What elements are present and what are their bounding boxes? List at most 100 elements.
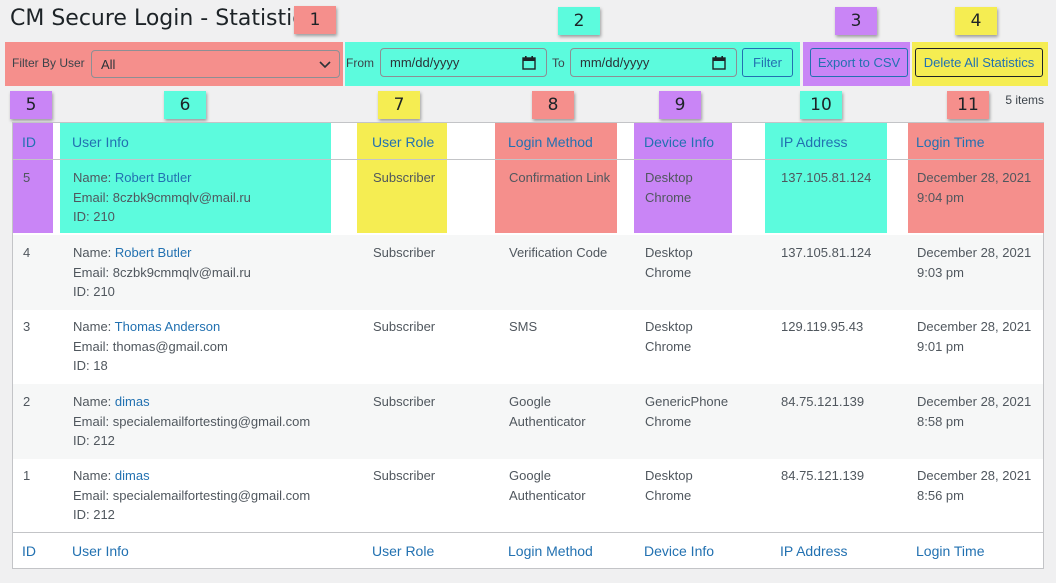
col-footer-user-role[interactable]: User Role: [372, 543, 435, 559]
device-info-line: Chrome: [645, 487, 692, 503]
ip-address: 137.105.81.124: [781, 170, 872, 185]
login-time-line: 9:04 pm: [917, 189, 964, 205]
login-time-column-highlight: [908, 123, 1044, 233]
login-time-line: December 28, 2021: [917, 170, 1032, 185]
name-label: Name:: [73, 245, 115, 260]
from-date-placeholder: mm/dd/yyyy: [390, 55, 460, 70]
col-header-login-time[interactable]: Login Time: [916, 134, 985, 150]
device-info: Desktop Chrome: [645, 466, 693, 505]
row-id: 3: [23, 319, 31, 334]
badge-3: 3: [835, 7, 877, 35]
login-method-line: SMS: [509, 319, 538, 334]
badge-8: 8: [532, 91, 574, 119]
col-header-id[interactable]: ID: [22, 134, 36, 150]
export-csv-button[interactable]: Export to CSV: [810, 48, 908, 77]
login-time: December 28, 2021 9:01 pm: [917, 317, 1031, 356]
chevron-down-icon: [319, 61, 331, 69]
user-name-link[interactable]: Robert Butler: [114, 245, 192, 260]
user-id: ID: 210: [73, 284, 115, 299]
col-header-user-role[interactable]: User Role: [372, 134, 435, 150]
user-id: ID: 212: [73, 433, 115, 448]
login-method: SMS: [509, 317, 537, 337]
device-info-line: Desktop: [645, 170, 693, 185]
from-date-input[interactable]: mm/dd/yyyy: [380, 48, 547, 77]
user-id: ID: 210: [73, 209, 115, 224]
user-role: Subscriber: [373, 170, 436, 185]
name-label: Name:: [73, 394, 115, 409]
col-footer-login-method[interactable]: Login Method: [508, 543, 593, 559]
user-info-cell: Name: Thomas Anderson Email: thomas@gmail…: [73, 317, 228, 376]
login-method: Google Authenticator: [509, 466, 586, 505]
row-id: 1: [23, 468, 31, 483]
name-label: Name:: [73, 319, 115, 334]
user-role: Subscriber: [373, 394, 436, 409]
user-email: Email: specialemailfortesting@gmail.com: [73, 413, 311, 429]
col-footer-id[interactable]: ID: [22, 543, 36, 559]
user-name-link[interactable]: dimas: [114, 394, 150, 409]
user-id: ID: 212: [73, 507, 115, 522]
user-info-cell: Name: Robert Butler Email: 8czbk9cmmqlv@m…: [73, 168, 251, 227]
ip-address: 84.75.121.139: [781, 468, 865, 483]
ip-address: 129.119.95.43: [781, 319, 864, 334]
device-info-line: Desktop: [645, 468, 693, 483]
delete-all-statistics-button[interactable]: Delete All Statistics: [915, 48, 1043, 77]
badge-1: 1: [294, 6, 336, 34]
row-id: 5: [23, 170, 31, 185]
col-footer-ip-address[interactable]: IP Address: [780, 543, 848, 559]
name-label: Name:: [73, 468, 115, 483]
filter-button[interactable]: Filter: [742, 48, 793, 77]
user-info-cell: Name: dimas Email: specialemailfortesting…: [73, 466, 310, 525]
col-header-user-info[interactable]: User Info: [72, 134, 129, 150]
device-info-line: GenericPhone: [645, 394, 729, 409]
col-footer-login-time[interactable]: Login Time: [916, 543, 985, 559]
login-time-line: 9:03 pm: [917, 264, 964, 280]
device-info-line: Chrome: [645, 413, 692, 429]
col-header-login-method[interactable]: Login Method: [508, 134, 593, 150]
to-date-placeholder: mm/dd/yyyy: [580, 55, 650, 70]
device-info-line: Chrome: [645, 338, 692, 354]
col-footer-device-info[interactable]: Device Info: [644, 543, 715, 559]
login-method: Confirmation Link: [509, 168, 610, 188]
row-id: 2: [23, 394, 31, 409]
badge-10: 10: [800, 91, 842, 119]
ip-address-column-highlight: [765, 123, 887, 233]
user-select[interactable]: All: [91, 50, 340, 78]
login-time-line: 8:56 pm: [917, 487, 964, 503]
col-header-device-info[interactable]: Device Info: [644, 134, 715, 150]
user-email: Email: 8czbk9cmmqlv@mail.ru: [73, 264, 251, 280]
col-footer-user-info[interactable]: User Info: [72, 543, 129, 559]
login-method-line: Google: [509, 468, 551, 483]
login-time-line: 8:58 pm: [917, 413, 964, 429]
calendar-icon[interactable]: [522, 56, 536, 70]
user-info-cell: Name: Robert Butler Email: 8czbk9cmmqlv@m…: [73, 243, 251, 302]
calendar-icon[interactable]: [712, 56, 726, 70]
user-email: Email: thomas@gmail.com: [73, 338, 228, 354]
filter-user-region: [5, 42, 343, 86]
device-info-line: Desktop: [645, 245, 693, 260]
col-header-ip-address[interactable]: IP Address: [780, 134, 848, 150]
device-info: Desktop Chrome: [645, 168, 693, 207]
badge-5: 5: [10, 91, 52, 119]
user-name-link[interactable]: dimas: [114, 468, 150, 483]
badge-9: 9: [659, 91, 701, 119]
to-label: To: [552, 56, 565, 70]
name-label: Name:: [73, 170, 115, 185]
user-role: Subscriber: [373, 319, 436, 334]
device-info: Desktop Chrome: [645, 317, 693, 356]
login-method-line: Google: [509, 394, 551, 409]
device-info-column-highlight: [634, 123, 732, 233]
table-row: 4 Name: Robert Butler Email: 8czbk9cmmqlv@…: [13, 235, 1043, 310]
device-info-line: Desktop: [645, 319, 693, 334]
login-time: December 28, 2021 9:04 pm: [917, 168, 1031, 207]
table-row: 3 Name: Thomas Anderson Email: thomas@gmai…: [13, 309, 1043, 384]
user-select-value: All: [101, 56, 116, 72]
ip-address: 84.75.121.139: [781, 394, 865, 409]
login-method-line: Confirmation Link: [509, 170, 611, 185]
badge-2: 2: [558, 7, 600, 35]
user-name-link[interactable]: Robert Butler: [114, 170, 192, 185]
device-info: Desktop Chrome: [645, 243, 693, 282]
user-id: ID: 18: [73, 358, 108, 373]
login-time-line: December 28, 2021: [917, 245, 1032, 260]
user-name-link[interactable]: Thomas Anderson: [114, 319, 221, 334]
to-date-input[interactable]: mm/dd/yyyy: [570, 48, 737, 77]
